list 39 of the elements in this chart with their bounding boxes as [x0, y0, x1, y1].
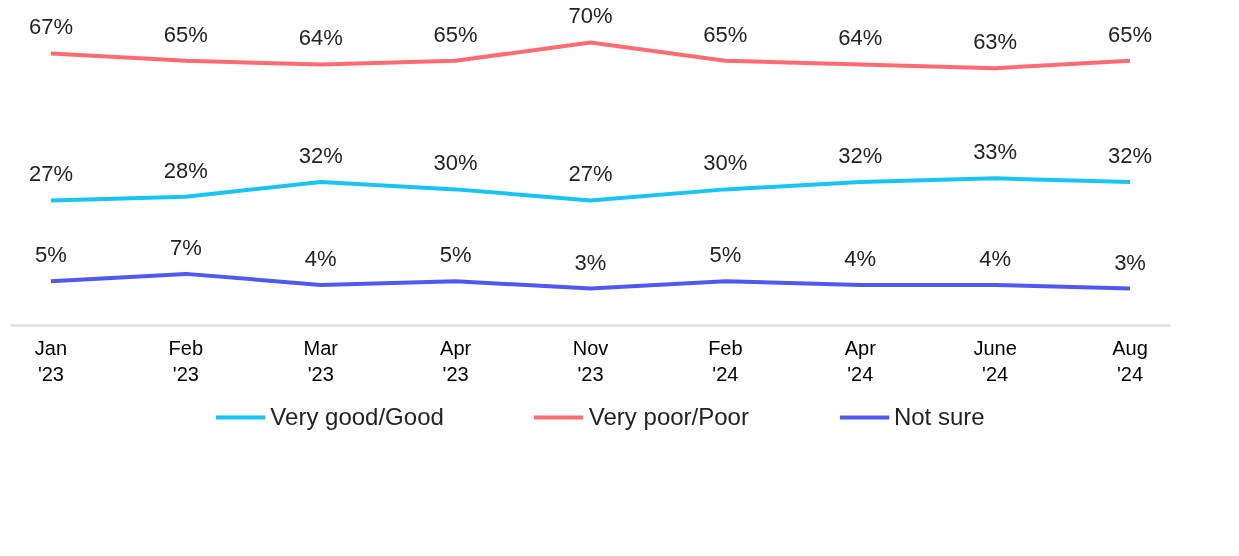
data-label: 5%: [35, 242, 67, 268]
data-label: 28%: [163, 157, 208, 183]
legend-label: Not sure: [893, 403, 985, 431]
data-label: 4%: [304, 245, 337, 271]
data-label: 3%: [574, 249, 607, 275]
x-tick-label: Feb '23: [168, 336, 204, 385]
legend-label: Very poor/Poor: [588, 403, 749, 431]
x-tick-label: Apr '23: [440, 336, 472, 385]
data-label: 5%: [709, 242, 742, 268]
data-label: 3%: [1114, 249, 1146, 275]
x-tick-label: Apr '24: [844, 336, 877, 385]
data-label: 64%: [298, 25, 343, 51]
data-label: 4%: [979, 245, 1012, 271]
x-tick-label: Feb '24: [708, 336, 743, 385]
data-label: 65%: [433, 21, 478, 47]
data-label: 33%: [973, 139, 1018, 165]
data-label: 67%: [28, 14, 73, 40]
data-label: 63%: [973, 29, 1018, 55]
data-label: 7%: [169, 234, 202, 260]
x-tick-label: Aug '24: [1112, 336, 1148, 385]
data-label: 32%: [838, 143, 883, 169]
data-label: 30%: [703, 150, 748, 176]
data-label: 65%: [163, 21, 208, 47]
data-label: 70%: [568, 3, 613, 29]
data-label: 5%: [439, 242, 472, 268]
x-tick-label: Nov '23: [572, 336, 609, 385]
data-label: 64%: [838, 25, 883, 51]
legend-label: Very good/Good: [270, 403, 444, 431]
data-label: 32%: [298, 143, 343, 169]
data-label: 27%: [28, 161, 73, 187]
data-label: 27%: [568, 161, 613, 187]
data-label: 32%: [1108, 143, 1153, 169]
data-label: 4%: [844, 245, 877, 271]
data-label: 65%: [703, 21, 748, 47]
data-label: 65%: [1108, 21, 1153, 47]
data-label: 30%: [433, 150, 478, 176]
x-tick-label: Jan '23: [34, 336, 68, 385]
x-tick-label: June '24: [973, 336, 1017, 385]
x-tick-label: Mar '23: [303, 336, 339, 385]
